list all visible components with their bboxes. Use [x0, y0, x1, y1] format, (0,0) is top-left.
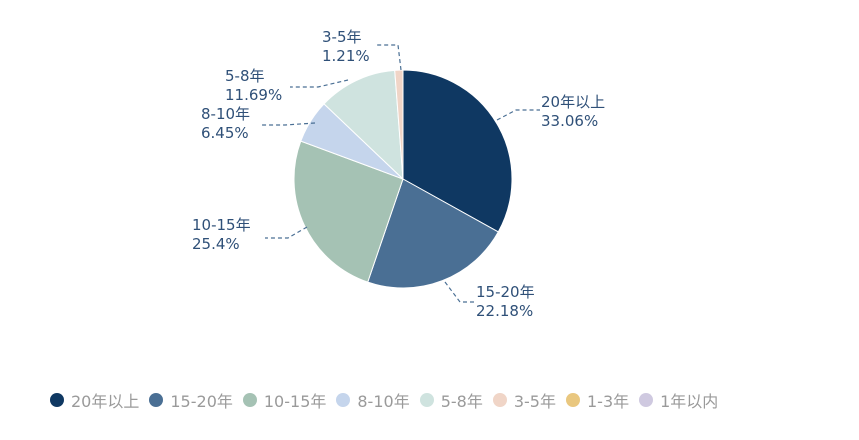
slice-value-label-0: 33.06% — [541, 112, 598, 130]
legend-swatch-icon — [336, 393, 351, 407]
legend-item-4[interactable]: 5-8年 — [419, 388, 483, 412]
pie-slice-5[interactable] — [394, 69, 404, 180]
slice-category-label-3: 8-10年 — [201, 105, 250, 123]
legend-swatch-icon — [492, 393, 507, 407]
legend-item-0[interactable]: 20年以上 — [50, 388, 139, 412]
legend-item-5[interactable]: 3-5年 — [492, 388, 556, 412]
leader-line-1 — [444, 281, 474, 303]
legend-label: 20年以上 — [71, 392, 140, 411]
legend-swatch-icon — [242, 393, 257, 407]
slice-value-label-3: 6.45% — [201, 124, 249, 142]
slice-value-label-1: 22.18% — [476, 302, 533, 320]
slice-category-label-2: 10-15年 — [192, 216, 251, 234]
legend-label: 1年以内 — [660, 392, 719, 411]
slice-value-label-4: 11.69% — [225, 86, 282, 104]
legend-item-2[interactable]: 10-15年 — [242, 388, 327, 412]
slice-value-label-2: 25.4% — [192, 235, 240, 253]
legend-swatch-icon — [565, 393, 580, 407]
leader-line-5 — [377, 44, 402, 71]
slice-category-label-0: 20年以上 — [541, 93, 605, 111]
legend-item-3[interactable]: 8-10年 — [336, 388, 410, 412]
legend-label: 15-20年 — [170, 392, 233, 411]
slice-category-label-4: 5-8年 — [225, 67, 265, 85]
legend-item-7[interactable]: 1年以内 — [639, 388, 718, 412]
legend-item-1[interactable]: 15-20年 — [149, 388, 233, 412]
legend-label: 1-3年 — [586, 392, 630, 411]
legend-swatch-icon — [149, 393, 164, 407]
pie-slice-0[interactable] — [402, 69, 513, 233]
legend-label: 3-5年 — [513, 392, 556, 411]
legend-label: 5-8年 — [440, 392, 483, 411]
slice-category-label-5: 3-5年 — [322, 28, 362, 46]
legend-swatch-icon — [419, 393, 434, 407]
legend-swatch-icon — [639, 393, 654, 407]
legend-label: 10-15年 — [263, 392, 327, 411]
leader-line-0 — [496, 109, 540, 121]
pie-slice-1[interactable] — [367, 178, 499, 289]
pie-slice-4[interactable] — [323, 69, 404, 181]
legend-item-6[interactable]: 1-3年 — [565, 388, 630, 412]
leader-line-4 — [290, 79, 349, 88]
legend-swatch-icon — [50, 393, 64, 407]
chart-legend: 20年以上 15-20年 10-15年 8-10年 5-8年 3-5年 1-3年 1年以内 — [50, 388, 728, 412]
slice-category-label-1: 15-20年 — [476, 283, 535, 301]
legend-label: 8-10年 — [357, 392, 410, 411]
pie-slice-2[interactable] — [293, 140, 404, 283]
leader-line-3 — [262, 122, 316, 126]
slice-value-label-5: 1.21% — [322, 47, 370, 65]
leader-line-2 — [265, 226, 308, 239]
